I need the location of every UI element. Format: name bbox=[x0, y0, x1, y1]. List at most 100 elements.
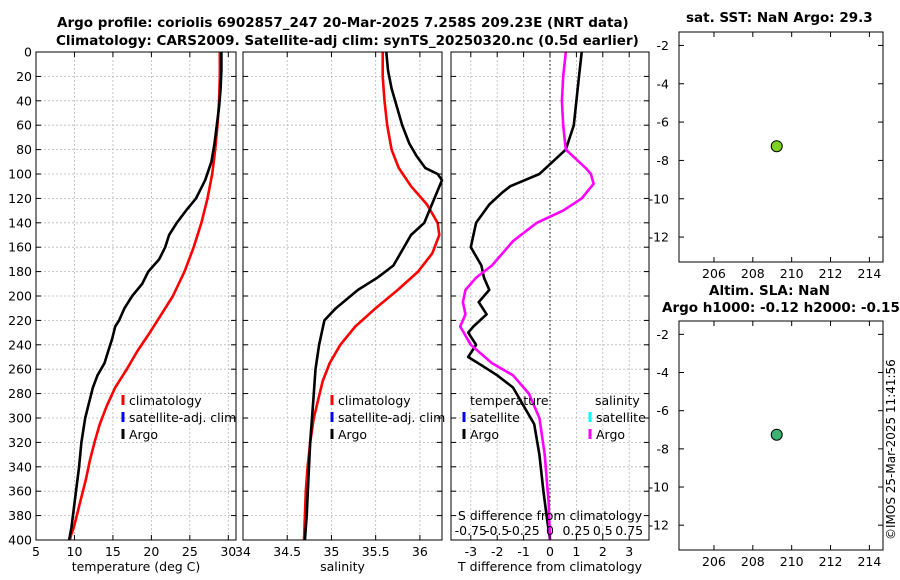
x-tick-label-salinity: -0.5 bbox=[485, 523, 509, 538]
y-tick-label: 220 bbox=[8, 313, 32, 328]
x-tick-label: 206 bbox=[702, 266, 726, 281]
y-tick-label: 100 bbox=[8, 167, 32, 182]
y-tick-label: 400 bbox=[8, 533, 32, 548]
panel-sla_position: 206 208 210 212 214 -2 -4 -6 -8 -10 -12 bbox=[649, 320, 884, 569]
y-tick-label: 140 bbox=[8, 215, 32, 230]
x-tick-label-salinity: -0.75 bbox=[455, 523, 487, 538]
x-tick-label: 210 bbox=[780, 554, 804, 569]
legend-label: satellite-adj. clim bbox=[338, 410, 445, 425]
axes-frame bbox=[678, 31, 884, 263]
sst-title: sat. SST: NaN Argo: 29.3 bbox=[686, 10, 873, 26]
x-tick-label: 34.5 bbox=[273, 544, 301, 559]
y-tick-label: 120 bbox=[8, 191, 32, 206]
y-tick-label: 340 bbox=[8, 459, 32, 474]
x-tick-label: 34 bbox=[235, 544, 251, 559]
x-tick-label-salinity: 0.5 bbox=[593, 523, 613, 538]
y-tick-label: -8 bbox=[657, 153, 670, 168]
y-tick-label: 380 bbox=[8, 508, 32, 523]
y-tick-label: 280 bbox=[8, 386, 32, 401]
panel-temperature: 5 10 15 20 25 3002040608010012014016018020022… bbox=[8, 45, 237, 574]
y-tick-label: -2 bbox=[657, 327, 669, 342]
y-tick-label: -10 bbox=[649, 480, 669, 495]
y-tick-label: 160 bbox=[8, 240, 32, 255]
y-tick-label: 320 bbox=[8, 435, 32, 450]
y-tick-label: 300 bbox=[8, 411, 32, 426]
legend-temperature: temperature satellite Argo bbox=[462, 393, 549, 442]
legend-label: Argo bbox=[596, 427, 625, 442]
x-tick-label: 0 bbox=[546, 544, 554, 559]
x-tick-label: 212 bbox=[819, 266, 843, 281]
y-tick-label: 180 bbox=[8, 264, 32, 279]
legend-label: satellite-adj. clim bbox=[129, 410, 236, 425]
main-title-line2: Climatology: CARS2009. Satellite-adj cli… bbox=[56, 33, 639, 49]
x-tick-label: 35.5 bbox=[362, 544, 390, 559]
y-tick-label: 60 bbox=[16, 118, 32, 133]
float-position-marker bbox=[770, 428, 783, 441]
x-axis-label: temperature (deg C) bbox=[72, 559, 201, 574]
main-title-line1: Argo profile: coriolis 6902857_247 20-Ma… bbox=[57, 15, 629, 31]
legend-title: salinity bbox=[595, 393, 640, 408]
legend: climatology satellite-adj. clim Argo bbox=[330, 393, 445, 442]
y-tick-label: -2 bbox=[657, 38, 669, 53]
y-tick-label: 20 bbox=[16, 69, 32, 84]
x-tick-label-salinity: -0.25 bbox=[507, 523, 539, 538]
x-tick-label-salinity: 0.75 bbox=[615, 523, 643, 538]
x-tick-label: 212 bbox=[819, 554, 843, 569]
x-tick-label: 36 bbox=[412, 544, 428, 559]
x-axis-label-salinity: S difference from climatology bbox=[458, 508, 643, 523]
y-tick-label: 260 bbox=[8, 362, 32, 377]
x-tick-label: 214 bbox=[857, 554, 881, 569]
panel-salinity: 34 34.5 35 35.5 36 salinity climatology satelli… bbox=[235, 51, 445, 574]
legend-title: temperature bbox=[470, 393, 549, 408]
series-line-climatology bbox=[68, 52, 222, 541]
x-tick-label: -2 bbox=[491, 544, 503, 559]
x-tick-label: 208 bbox=[741, 554, 765, 569]
y-tick-label: 0 bbox=[24, 45, 32, 60]
y-tick-label: -6 bbox=[657, 115, 670, 130]
x-tick-label: -1 bbox=[517, 544, 529, 559]
x-axis-label: T difference from climatology bbox=[457, 559, 643, 574]
y-tick-label: -10 bbox=[649, 191, 669, 206]
series-line-salinity-argo bbox=[458, 51, 595, 541]
x-tick-label: 25 bbox=[182, 544, 198, 559]
x-tick-label: 1 bbox=[572, 544, 580, 559]
series-line-argo bbox=[67, 52, 223, 541]
series-line-argo bbox=[303, 51, 444, 541]
x-tick-label: 30 bbox=[220, 544, 236, 559]
x-tick-label: 208 bbox=[741, 266, 765, 281]
legend-label: Argo bbox=[129, 427, 158, 442]
float-position-marker bbox=[770, 140, 783, 153]
legend-label: climatology bbox=[338, 393, 411, 408]
y-tick-label: -4 bbox=[657, 76, 670, 91]
legend-label: Argo bbox=[338, 427, 367, 442]
y-tick-label: -12 bbox=[649, 230, 669, 245]
y-tick-label: 360 bbox=[8, 484, 32, 499]
axes-frame bbox=[678, 320, 884, 551]
y-tick-label: 200 bbox=[8, 289, 32, 304]
y-tick-label: -8 bbox=[657, 441, 670, 456]
sla-title-line2: Argo h1000: -0.12 h2000: -0.15 bbox=[662, 300, 900, 316]
legend-label: satellite bbox=[596, 410, 646, 425]
x-tick-label: 5 bbox=[32, 544, 40, 559]
panel-sst_position: 206 208 210 212 214 -2 -4 -6 -8 -10 -12 bbox=[649, 31, 884, 281]
x-tick-label: 214 bbox=[857, 266, 881, 281]
x-tick-label-salinity: 0.25 bbox=[562, 523, 590, 538]
y-tick-label: -12 bbox=[649, 518, 669, 533]
y-tick-label: -4 bbox=[657, 365, 670, 380]
y-tick-label: 240 bbox=[8, 337, 32, 352]
legend-label: satellite bbox=[470, 410, 520, 425]
legend-salinity: salinity satellite Argo bbox=[588, 393, 646, 442]
x-tick-label: 15 bbox=[105, 544, 121, 559]
legend-label: climatology bbox=[129, 393, 202, 408]
legend-label: Argo bbox=[470, 427, 499, 442]
x-tick-label-salinity: 0 bbox=[546, 523, 554, 538]
x-tick-label: -3 bbox=[465, 544, 477, 559]
x-tick-label: 10 bbox=[67, 544, 83, 559]
x-tick-label: 3 bbox=[625, 544, 633, 559]
y-tick-label: 80 bbox=[16, 142, 32, 157]
x-tick-label: 2 bbox=[599, 544, 607, 559]
y-tick-label: 40 bbox=[16, 93, 32, 108]
x-tick-label: 20 bbox=[143, 544, 159, 559]
x-tick-label: 206 bbox=[702, 554, 726, 569]
